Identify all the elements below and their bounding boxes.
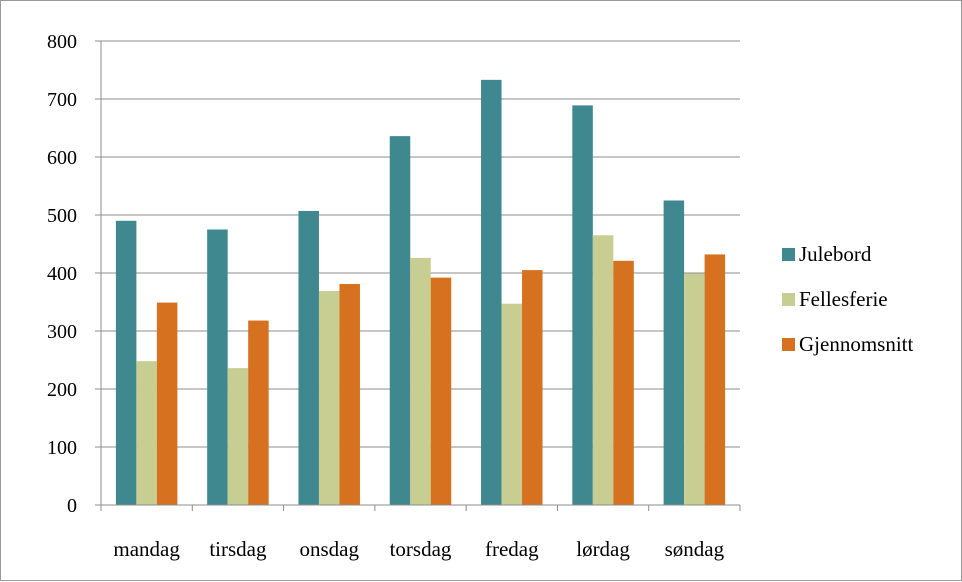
bars <box>115 79 726 506</box>
x-category-label: torsdag <box>390 537 452 561</box>
bar-gjennomsnitt-lørdag <box>613 260 634 505</box>
bar-julebord-fredag <box>481 79 502 506</box>
x-category-label: lørdag <box>576 537 630 561</box>
bar-fellesferie-mandag <box>136 361 157 505</box>
bar-gjennomsnitt-mandag <box>156 302 178 505</box>
y-tick-label: 200 <box>47 379 77 401</box>
x-category-label: fredag <box>485 537 539 561</box>
y-tick-label: 700 <box>47 89 77 111</box>
x-category-label: onsdag <box>299 537 359 561</box>
bar-julebord-lørdag <box>572 105 593 505</box>
bar-fellesferie-lørdag <box>592 235 614 506</box>
bar-gjennomsnitt-onsdag <box>339 284 360 505</box>
legend-swatch-gjennomsnitt <box>782 338 795 351</box>
y-tick-label: 400 <box>47 263 77 285</box>
legend-label-gjennomsnitt: Gjennomsnitt <box>799 332 913 356</box>
bar-gjennomsnitt-torsdag <box>430 277 452 505</box>
x-category-label: mandag <box>113 537 180 561</box>
legend-swatch-julebord <box>782 248 795 261</box>
y-tick-label: 100 <box>47 437 77 459</box>
y-tick-label: 0 <box>67 495 77 517</box>
bar-julebord-mandag <box>115 220 137 506</box>
bar-fellesferie-søndag <box>684 273 705 505</box>
bar-julebord-tirsdag <box>207 229 228 505</box>
bar-julebord-søndag <box>663 200 685 505</box>
y-tick-label: 300 <box>47 321 77 343</box>
axes <box>95 40 741 511</box>
y-tick-label: 500 <box>47 205 77 227</box>
bar-fellesferie-torsdag <box>410 257 431 505</box>
y-tick-labels: 0 100 200 300 400 500 600 700 800 <box>47 31 77 517</box>
legend-label-fellesferie: Fellesferie <box>799 287 888 311</box>
x-category-labels: mandag tirsdag onsdag torsdag fredag lørdag sø… <box>113 537 724 561</box>
y-tick-label: 600 <box>47 147 77 169</box>
x-category-label: søndag <box>665 537 725 561</box>
y-tick-label: 800 <box>47 31 77 53</box>
bar-julebord-torsdag <box>389 136 411 505</box>
bar-fellesferie-fredag <box>501 303 523 505</box>
bar-julebord-onsdag <box>298 210 319 505</box>
legend-swatch-fellesferie <box>782 293 795 306</box>
bar-fellesferie-tirsdag <box>227 368 249 505</box>
bar-gjennomsnitt-søndag <box>704 254 726 505</box>
legend-label-julebord: Julebord <box>799 242 872 266</box>
bar-fellesferie-onsdag <box>318 290 340 505</box>
bar-gjennomsnitt-tirsdag <box>248 320 269 505</box>
x-category-label: tirsdag <box>209 537 267 561</box>
bar-gjennomsnitt-fredag <box>522 270 543 505</box>
legend: Julebord Fellesferie Gjennomsnitt <box>782 242 913 356</box>
